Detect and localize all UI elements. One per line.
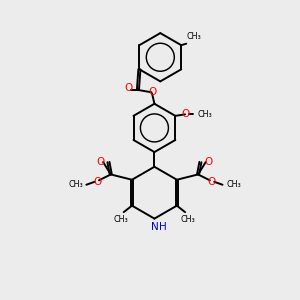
Text: O: O (182, 110, 190, 119)
Text: CH₃: CH₃ (181, 215, 195, 224)
Text: H: H (159, 222, 167, 232)
Text: O: O (148, 87, 156, 97)
Text: CH₃: CH₃ (226, 180, 241, 189)
Text: CH₃: CH₃ (68, 180, 83, 189)
Text: O: O (124, 83, 133, 94)
Text: CH₃: CH₃ (186, 32, 201, 41)
Text: CH₃: CH₃ (198, 110, 213, 119)
Text: O: O (207, 177, 215, 187)
Text: O: O (205, 157, 213, 167)
Text: O: O (93, 177, 102, 187)
Text: CH₃: CH₃ (113, 215, 128, 224)
Text: O: O (96, 157, 104, 167)
Text: N: N (151, 222, 158, 232)
